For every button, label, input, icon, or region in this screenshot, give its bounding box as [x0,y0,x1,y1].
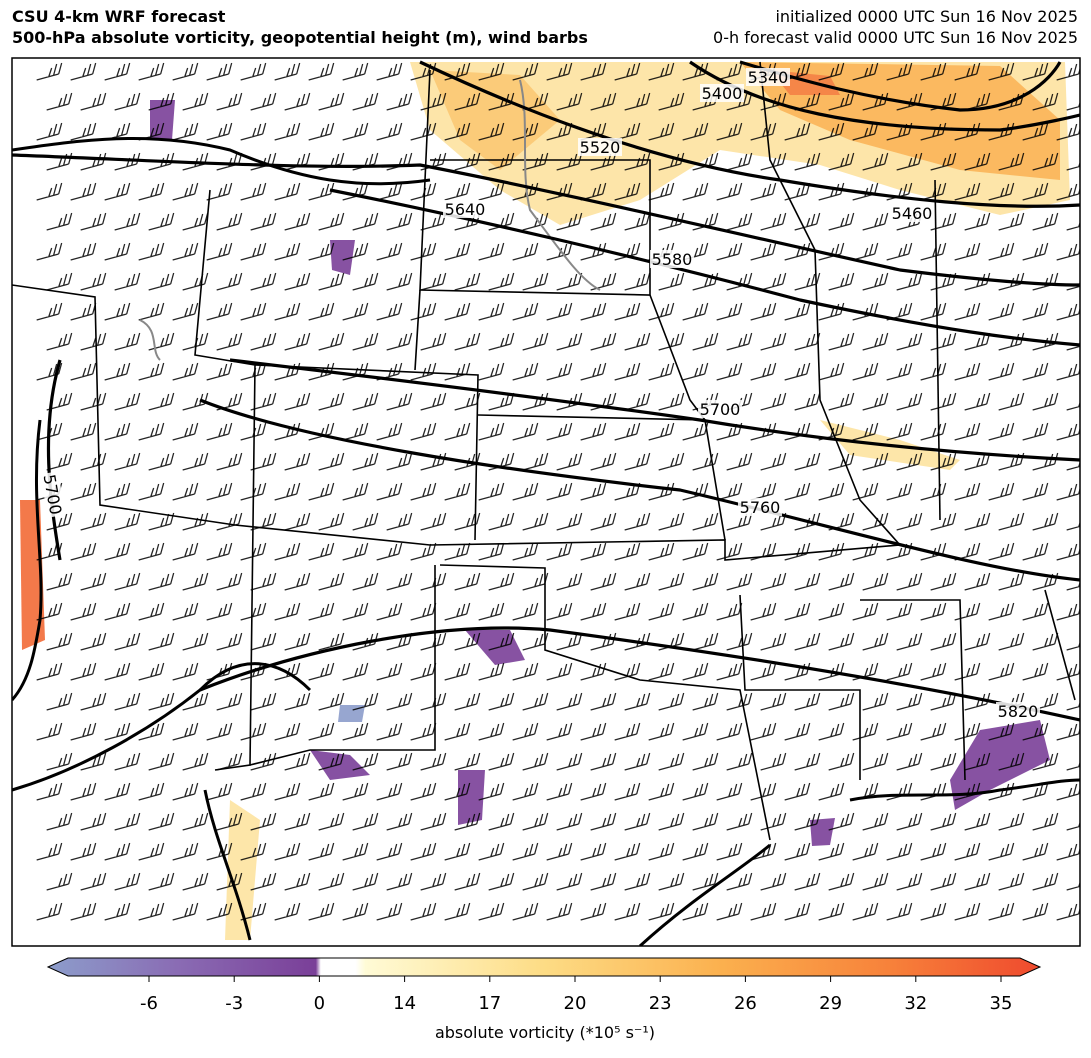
colorbar-body [46,957,1042,977]
contour-label-bg [443,200,487,218]
colorbar-tick-label: 14 [393,993,416,1014]
height-contours [12,60,1080,722]
colorbar: absolute vorticity (*10⁵ s⁻¹) -6 -3 0 14 17 2… [46,957,1042,1042]
state-borders [12,61,1076,841]
contour-label: 5640 [445,200,486,219]
contour-label: 5820 [998,702,1039,721]
colorbar-tick-label: 26 [734,993,757,1014]
map-frame [11,57,1081,947]
vorticity-shading [20,62,1070,940]
valid-time: 0-h forecast valid 0000 UTC Sun 16 Nov 2… [713,28,1078,47]
contour-label-bg [746,68,790,86]
contour-label-bg [578,138,622,156]
colorbar-tick-label: -3 [225,993,243,1014]
contour-label: 5760 [740,498,781,517]
colorbar-tick-label: 29 [819,993,842,1014]
colorbar-tick-label: 23 [649,993,672,1014]
contour-label: 5400 [702,84,743,103]
colorbar-tick-label: 32 [904,993,927,1014]
colorbar-tick-label: 20 [564,993,587,1014]
colorbar-tick-label: 35 [990,993,1013,1014]
coastlines [12,79,1080,946]
contour-label-bg [700,84,744,102]
title: CSU 4-km WRF forecast [12,7,226,26]
colorbar-tick-label: -6 [140,993,158,1014]
contour-label-bg [738,498,782,516]
subtitle: 500-hPa absolute vorticity, geopotential… [12,28,588,47]
contour-label-bg [40,471,66,518]
contour-label: 5340 [748,68,789,87]
contour-label-bg [890,204,934,222]
contour-label-bg [650,250,694,268]
contour-label-bg [996,702,1040,720]
colorbar-tick-label: 0 [314,993,325,1014]
init-time: initialized 0000 UTC Sun 16 Nov 2025 [775,7,1078,26]
colorbar-tick-label: 17 [478,993,501,1014]
contour-label: 5520 [580,138,621,157]
colorbar-label: absolute vorticity (*10⁵ s⁻¹) [435,1023,655,1042]
contour-label: 5460 [892,204,933,223]
contour-label-bg [698,400,742,418]
contour-label: 5700 [700,400,741,419]
contour-label: 5580 [652,250,693,269]
